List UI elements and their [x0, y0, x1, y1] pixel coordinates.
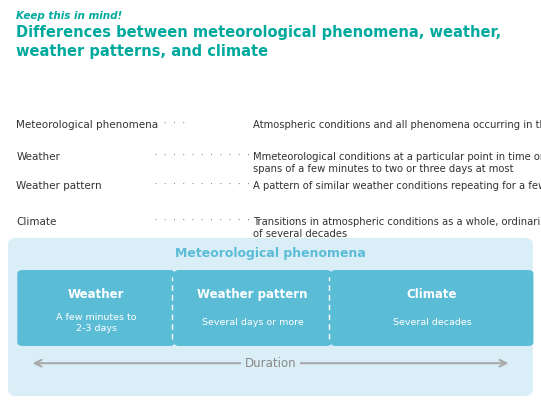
Text: Mmeteorological conditions at a particular point in time or during short
spans o: Mmeteorological conditions at a particul… — [253, 152, 541, 174]
Text: Meteorological phenomena: Meteorological phenomena — [16, 120, 159, 130]
Text: Keep this in mind!: Keep this in mind! — [16, 11, 122, 21]
FancyBboxPatch shape — [8, 238, 533, 396]
Text: Transitions in atmospheric conditions as a whole, ordinarily over a  period
of s: Transitions in atmospheric conditions as… — [253, 217, 541, 239]
Text: Weather pattern: Weather pattern — [197, 288, 308, 301]
Text: Several decades: Several decades — [393, 318, 471, 328]
Text: Several days or more: Several days or more — [202, 318, 304, 328]
Text: Weather: Weather — [68, 288, 124, 301]
Text: · · · · · · · · · · · · · · · · · ·: · · · · · · · · · · · · · · · · · · — [149, 216, 315, 225]
FancyBboxPatch shape — [17, 270, 175, 346]
FancyBboxPatch shape — [331, 270, 533, 346]
Text: · · · · · · · · · · · ·: · · · · · · · · · · · · — [149, 180, 260, 189]
Text: Differences between meteorological phenomena, weather,
weather patterns, and cli: Differences between meteorological pheno… — [16, 25, 502, 59]
FancyBboxPatch shape — [174, 270, 332, 346]
Text: A pattern of similar weather conditions repeating for a few days or more: A pattern of similar weather conditions … — [253, 181, 541, 191]
Text: · · · · · · · · · · · · · · · · · ·: · · · · · · · · · · · · · · · · · · — [149, 151, 315, 160]
Text: Climate: Climate — [16, 217, 57, 227]
Text: Atmospheric conditions and all phenomena occurring in the atmosphere: Atmospheric conditions and all phenomena… — [253, 120, 541, 130]
Text: Climate: Climate — [407, 288, 457, 301]
Text: Duration: Duration — [245, 357, 296, 370]
Text: Meteorological phenomena: Meteorological phenomena — [175, 247, 366, 260]
Text: A few minutes to
2-3 days: A few minutes to 2-3 days — [56, 313, 136, 333]
Text: Weather: Weather — [16, 152, 60, 162]
Text: Weather pattern: Weather pattern — [16, 181, 102, 191]
Text: · · · ·: · · · · — [149, 119, 186, 128]
